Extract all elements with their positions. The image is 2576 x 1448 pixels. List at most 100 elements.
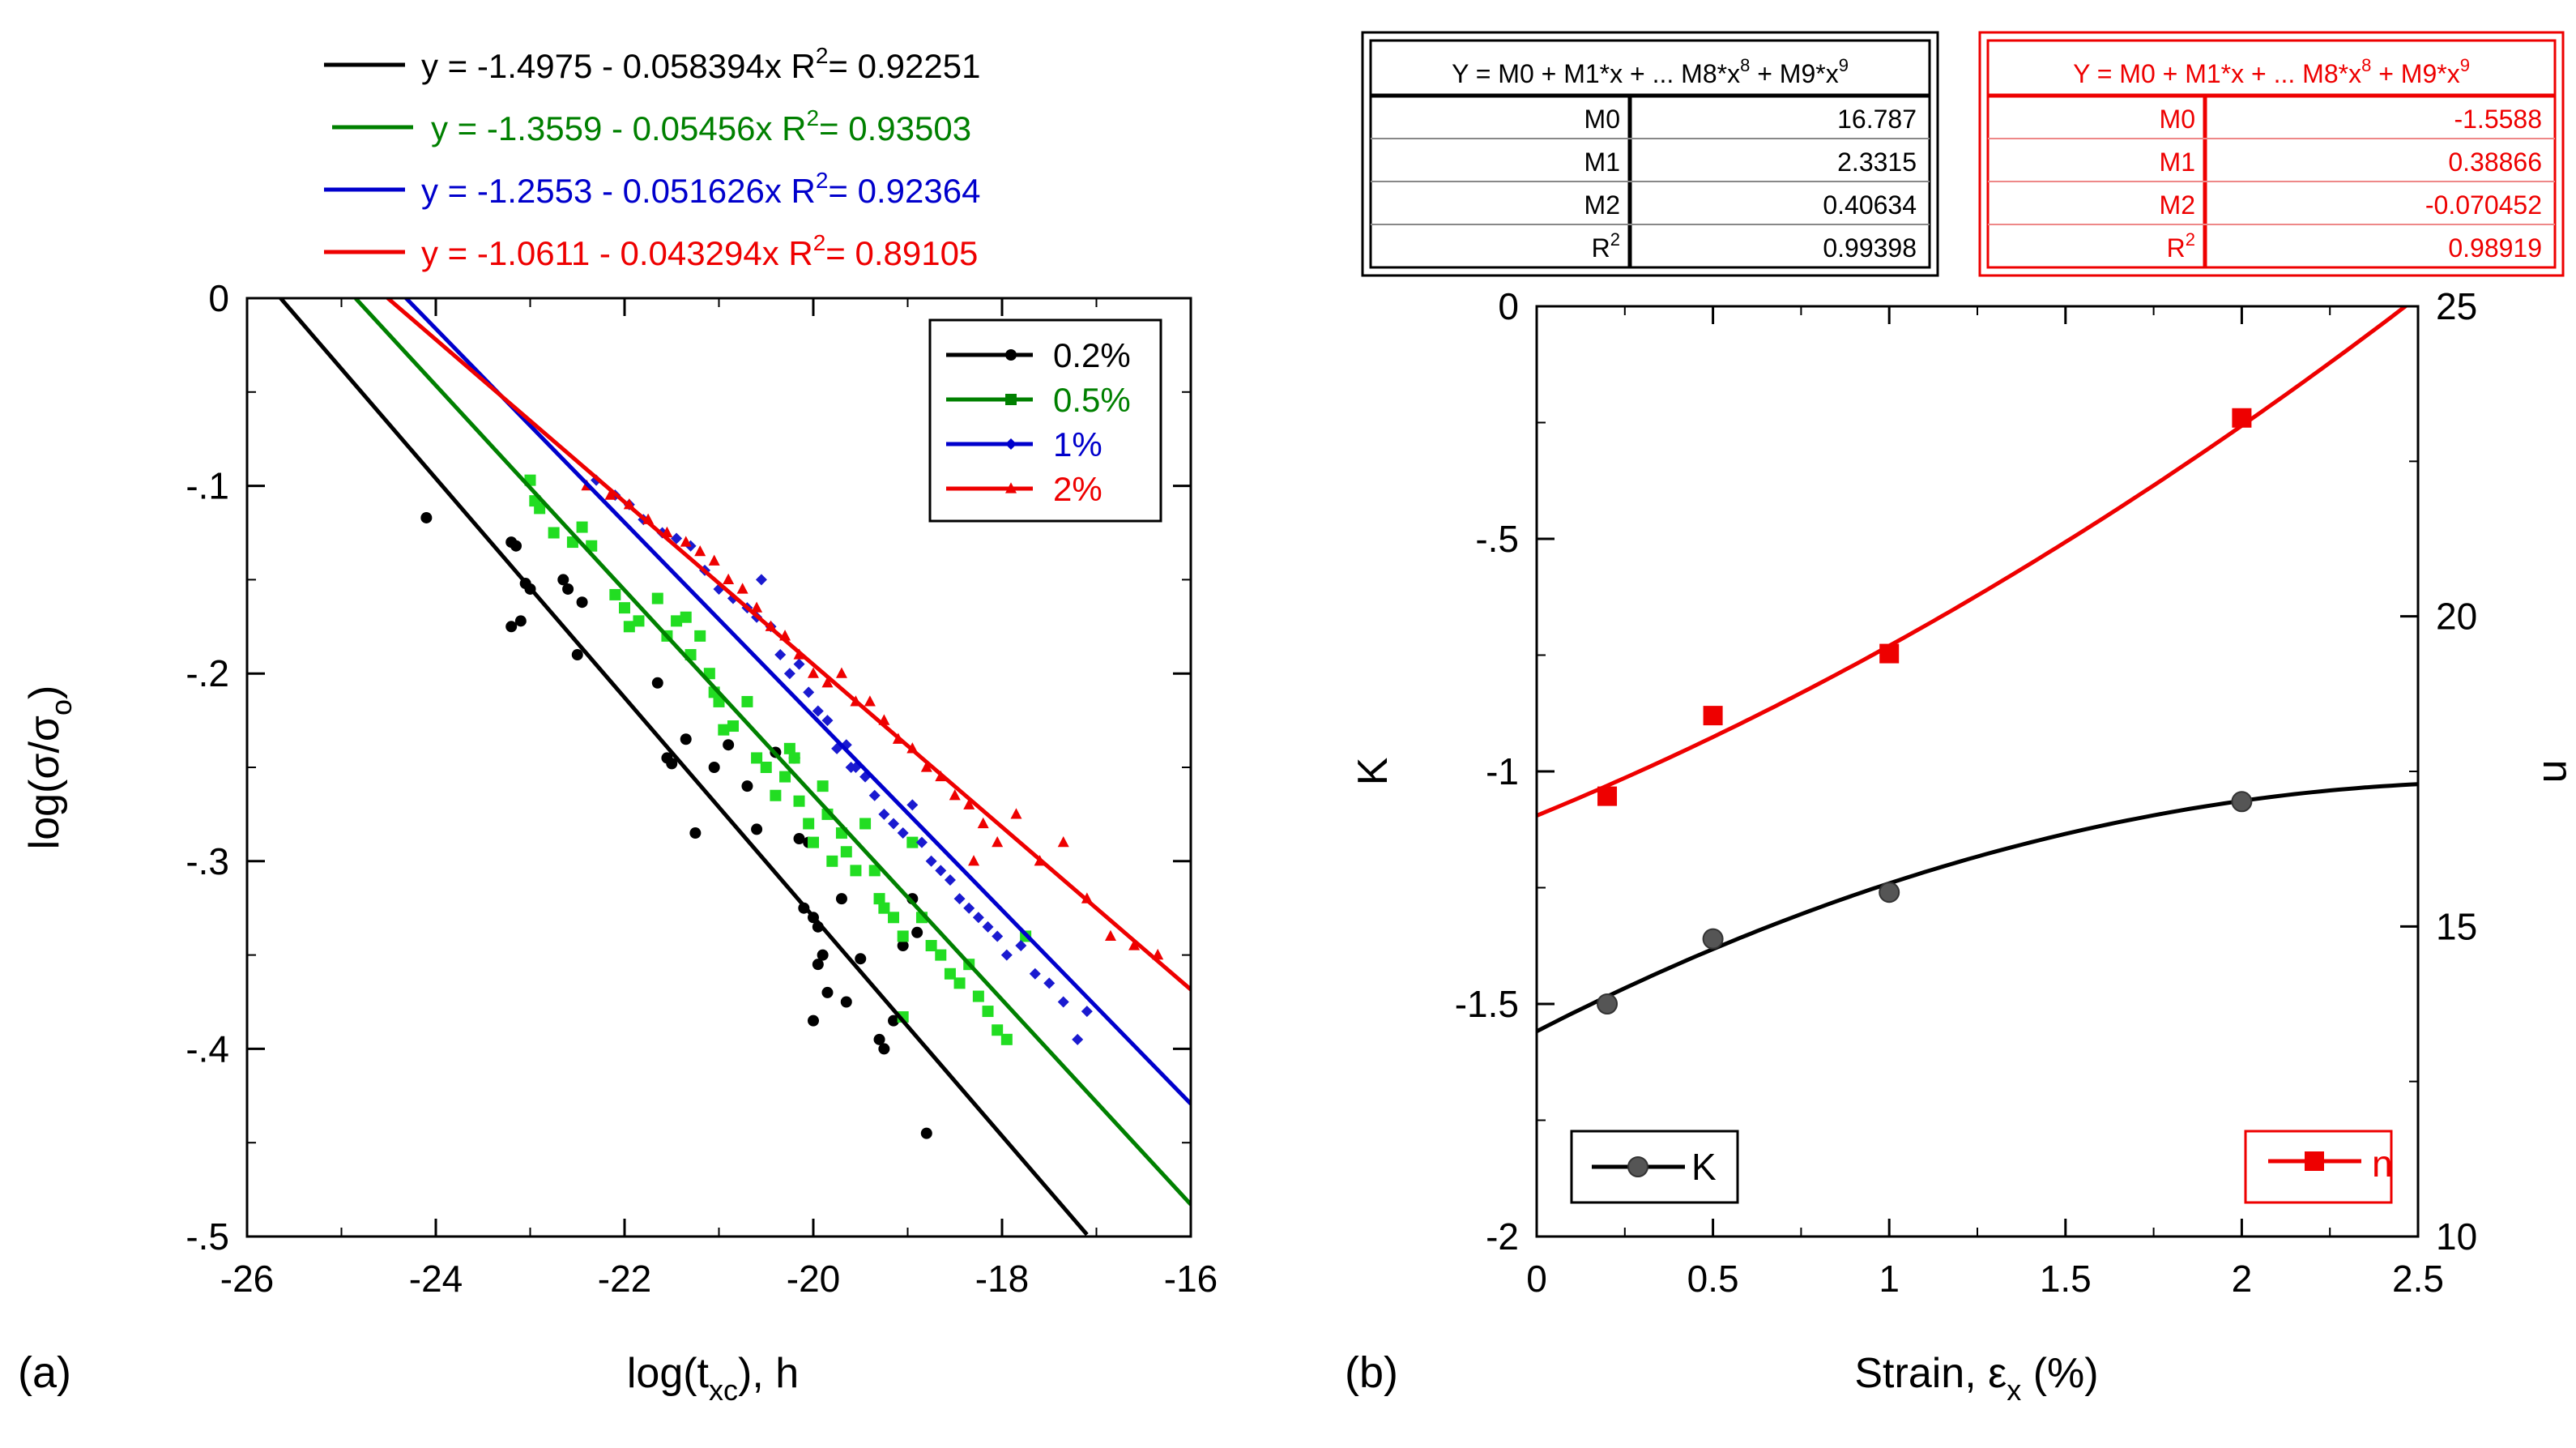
- legend-marker: [1627, 1156, 1648, 1177]
- legend-label: 1%: [1053, 425, 1102, 463]
- data-point: [723, 739, 735, 751]
- data-point: [1597, 786, 1618, 806]
- data-point: [821, 677, 834, 688]
- legend-a: 0.2% 0.5% 1% 2%: [928, 318, 1162, 523]
- fit-curve-K: [1537, 782, 2418, 1034]
- data-point: [803, 686, 815, 698]
- fit-line: [403, 298, 1191, 1105]
- data-point: [1043, 977, 1056, 989]
- data-point: [850, 865, 862, 877]
- fit-equation: y = -1.4975 - 0.058394x R2= 0.92251: [324, 43, 980, 85]
- x-tick-label: 2: [2232, 1258, 2253, 1300]
- data-point: [1703, 706, 1723, 726]
- data-point: [609, 588, 621, 600]
- fit-equations: y = -1.4975 - 0.058394x R2= 0.92251 y = -…: [324, 43, 980, 272]
- data-point: [920, 1127, 932, 1139]
- data-point: [571, 649, 583, 661]
- data-point: [840, 996, 852, 1008]
- fit-equation: y = -1.2553 - 0.051626x R2= 0.92364: [324, 168, 980, 210]
- panel-a: y = -1.4975 - 0.058394x R2= 0.92251 y = -…: [21, 43, 1218, 1407]
- data-point: [1104, 929, 1116, 942]
- data-point: [680, 733, 692, 745]
- data-point: [708, 554, 720, 566]
- data-point: [935, 949, 947, 961]
- data-point: [694, 545, 706, 557]
- data-point: [718, 724, 730, 736]
- data-point: [505, 621, 518, 633]
- data-point: [1029, 967, 1041, 980]
- legend-item-K: K: [1570, 1130, 1739, 1204]
- data-point: [694, 630, 706, 642]
- data-point: [680, 536, 692, 547]
- data-point: [855, 953, 867, 965]
- data-point: [727, 720, 739, 733]
- data-point: [944, 873, 956, 886]
- table-row-label: M0: [1584, 105, 1620, 134]
- y-left-tick-label: -1.5: [1455, 983, 1519, 1025]
- data-point: [972, 912, 984, 924]
- table-row-label: M2: [1584, 190, 1620, 220]
- data-point: [897, 930, 909, 942]
- data-point: [689, 827, 702, 839]
- data-point: [661, 752, 673, 764]
- data-point: [835, 667, 847, 678]
- table-row-value: 0.98919: [2448, 233, 2542, 263]
- data-point: [888, 818, 900, 830]
- data-point: [1057, 996, 1069, 1008]
- x-tick-label: -20: [787, 1258, 840, 1300]
- data-point: [783, 742, 795, 754]
- data-point: [1010, 808, 1022, 819]
- fit-curve-n: [1537, 306, 2409, 818]
- plot-frame-b: [1535, 305, 2420, 1238]
- series-K-points: [1597, 791, 2253, 1014]
- y-tick-label: -.1: [186, 465, 229, 507]
- y-tick-label: -.3: [186, 840, 229, 882]
- data-point: [1702, 928, 1724, 950]
- y-left-tick-label: 0: [1498, 285, 1519, 327]
- data-point: [906, 836, 919, 848]
- data-point: [944, 967, 956, 980]
- data-point: [576, 521, 588, 533]
- y-right-tick-label: 20: [2436, 596, 2477, 638]
- data-point: [557, 574, 569, 586]
- legend-label: 0.5%: [1053, 381, 1131, 419]
- data-point: [888, 1014, 900, 1027]
- data-point: [1000, 1033, 1013, 1045]
- data-point: [992, 835, 1004, 848]
- x-tick-label: 0: [1526, 1258, 1547, 1300]
- data-point: [708, 762, 720, 773]
- data-point: [755, 574, 767, 586]
- data-point: [420, 511, 433, 523]
- data-point: [1879, 643, 1900, 664]
- data-point: [651, 592, 663, 604]
- x-tick-label: -18: [975, 1258, 1029, 1300]
- y-left-tick-label: -.5: [1475, 518, 1519, 560]
- y-right-tick-label: 25: [2436, 285, 2477, 327]
- series-n-points: [1597, 408, 2252, 806]
- data-point: [925, 855, 937, 867]
- legend-item: 0.5%: [946, 381, 1131, 419]
- data-point: [741, 695, 753, 707]
- table-row-value: 2.3315: [1837, 147, 1917, 177]
- data-point: [897, 827, 909, 839]
- table-row-label: R2: [1592, 229, 1620, 263]
- legend-marker: [1005, 394, 1017, 405]
- data-point: [760, 762, 772, 773]
- data-point: [878, 808, 890, 820]
- data-point: [925, 940, 937, 952]
- data-point: [751, 752, 763, 764]
- data-point: [633, 615, 645, 627]
- fit-line: [278, 298, 1089, 1237]
- legend-item: 2%: [946, 470, 1102, 508]
- table-row-value: -0.070452: [2425, 190, 2542, 220]
- data-point: [953, 977, 966, 989]
- data-point: [859, 818, 872, 830]
- table-row-value: 0.99398: [1823, 233, 1917, 263]
- legend-marker: [1005, 438, 1017, 450]
- data-point: [808, 836, 819, 848]
- data-point: [920, 761, 932, 772]
- data-point: [915, 836, 928, 848]
- data-point: [868, 789, 881, 801]
- data-point: [873, 893, 885, 905]
